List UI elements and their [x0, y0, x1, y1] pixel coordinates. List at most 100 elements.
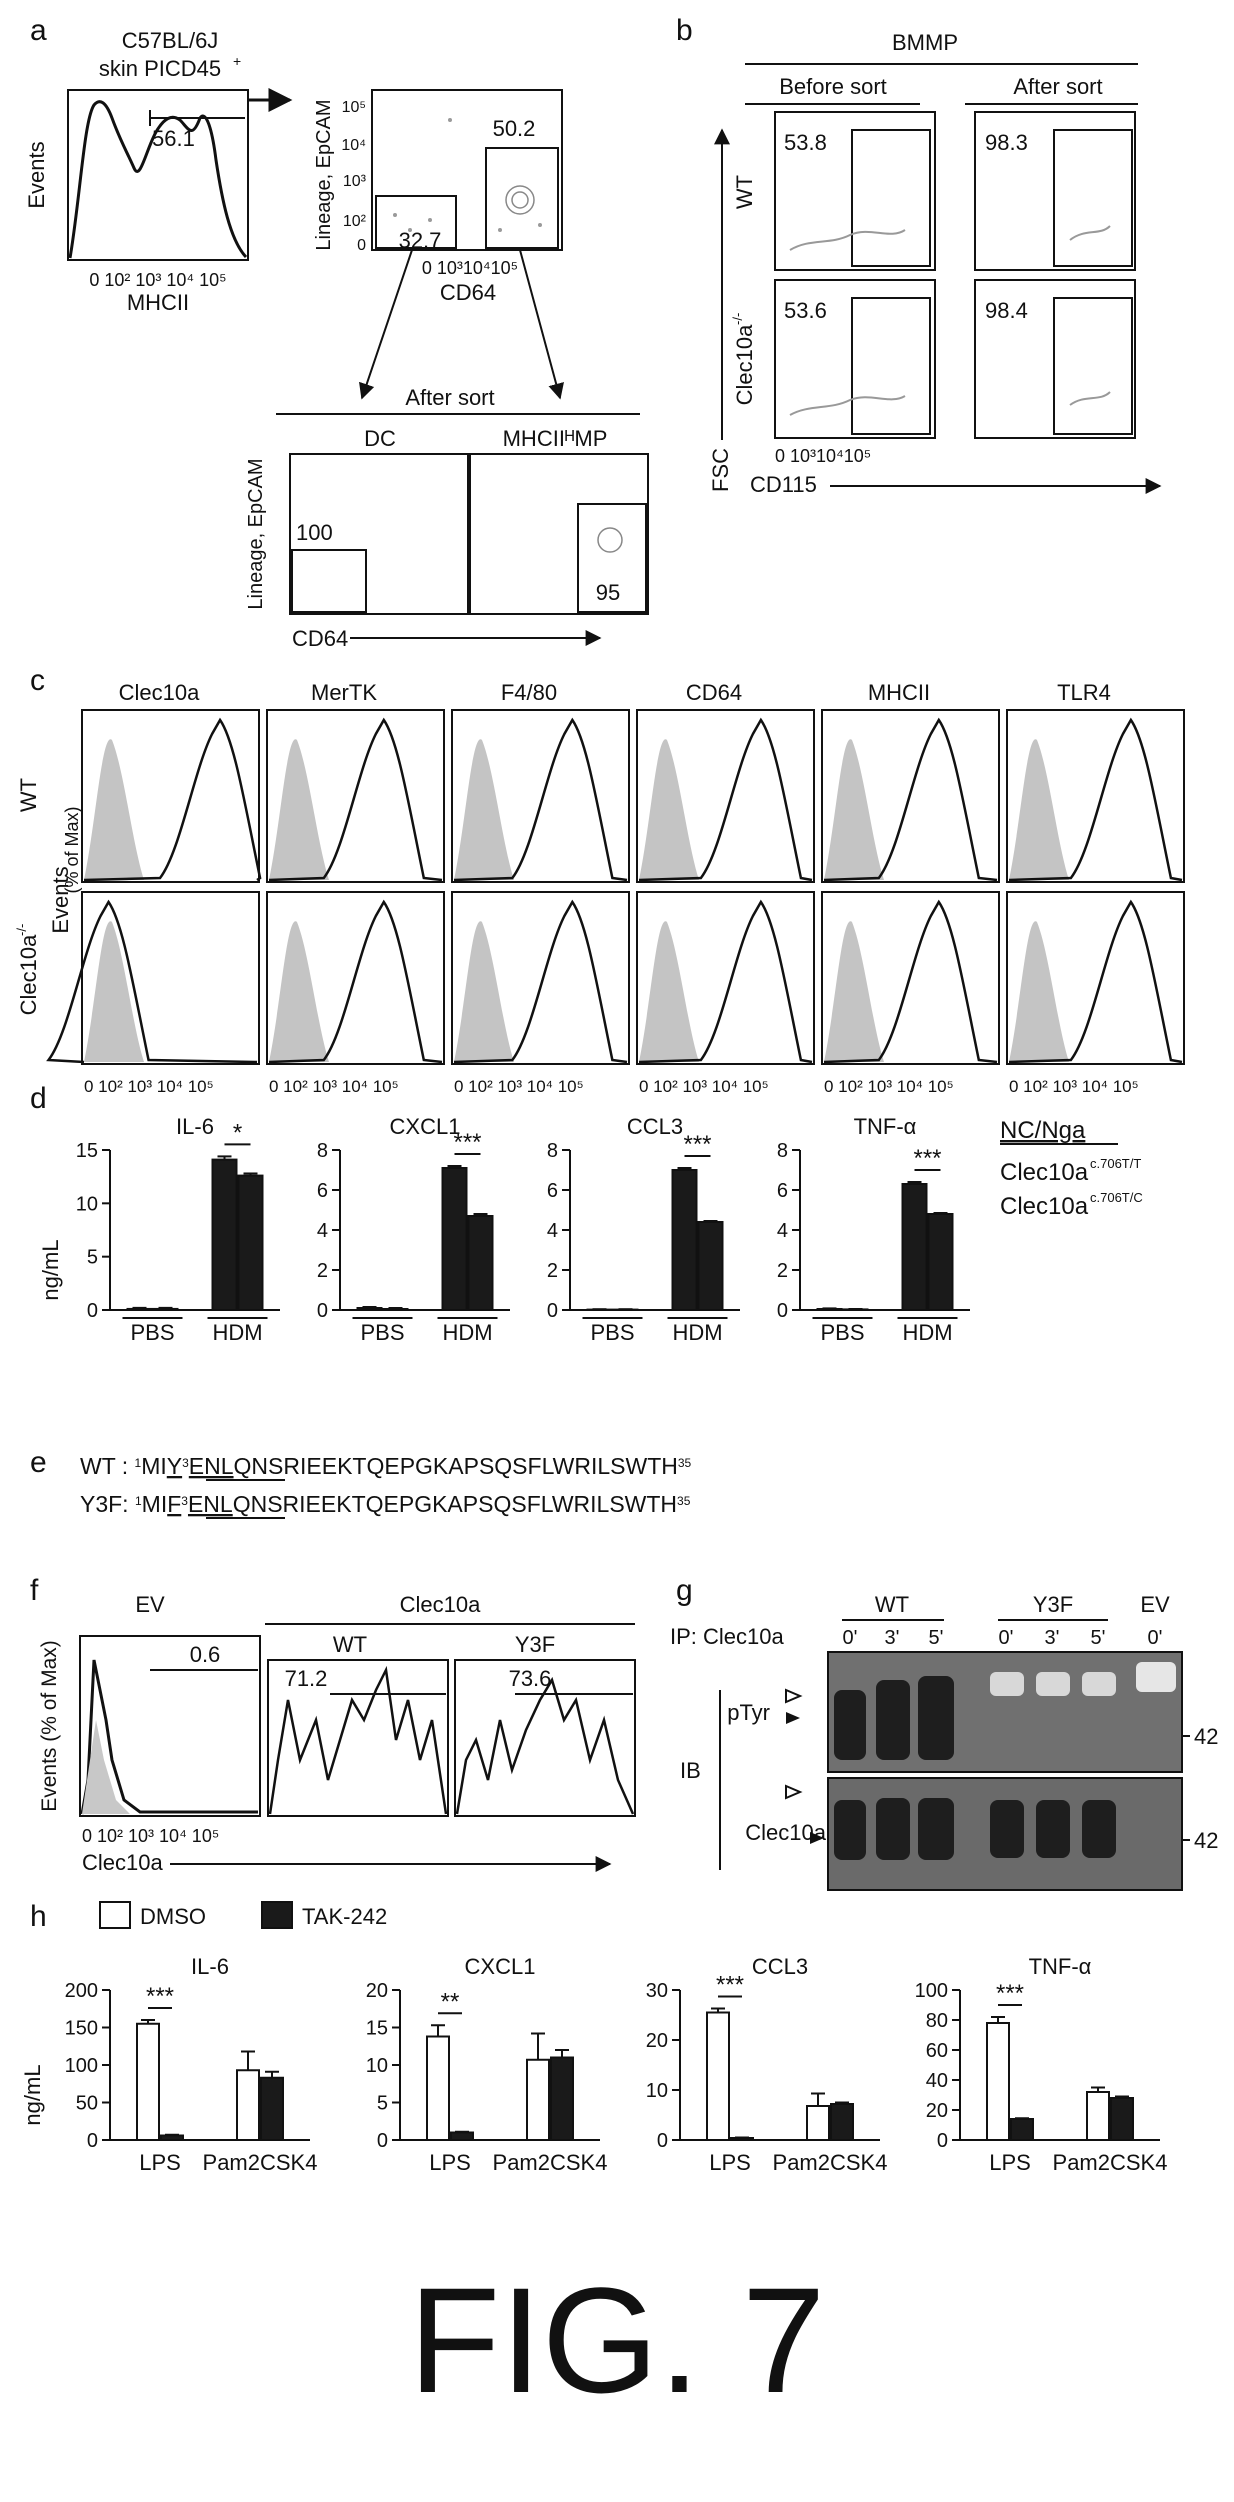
isotype-fill — [84, 739, 144, 880]
blot-band — [1082, 1672, 1116, 1696]
y-tick-label: 0 — [777, 1300, 788, 1322]
y-tick-label: 20 — [646, 2030, 668, 2052]
blot-band — [990, 1800, 1024, 1858]
panel-e-letter: e — [30, 1446, 47, 1479]
panel-a-gate-right — [485, 147, 559, 249]
y-tick-label: 5 — [87, 1247, 98, 1269]
bar — [927, 1213, 954, 1311]
panel-b-row-label-wt: WT — [732, 175, 757, 209]
y-tick-label: 8 — [547, 1140, 558, 1162]
panel-f-title-wt: WT — [333, 1632, 367, 1657]
panel-b-contour — [1069, 225, 1111, 241]
isotype-fill — [639, 739, 699, 880]
panel-a-sort-dc-gate — [291, 549, 367, 613]
panel-a-gate-left — [375, 195, 457, 249]
significance-label: *** — [913, 1145, 941, 1172]
panel-g-group: Y3F — [1033, 1592, 1073, 1617]
isotype-fill — [824, 739, 884, 880]
blot-band — [1136, 1662, 1176, 1692]
histogram-xticks: 0 10² 10³ 10⁴ 10⁵ — [454, 1077, 584, 1096]
panel-b-value: 53.6 — [784, 298, 827, 323]
dotplot-ytick: 10⁴ — [341, 137, 366, 154]
panel-g-open-arrowhead — [785, 1784, 803, 1800]
panel-g-time: 0' — [1148, 1627, 1163, 1649]
dotplot-ytick: 10⁵ — [342, 99, 366, 116]
panel-d-letter: d — [30, 1082, 47, 1115]
histogram-frame — [266, 891, 445, 1065]
panel-f-ylabel: Events (% of Max) — [38, 1640, 61, 1812]
isotype-fill — [84, 921, 144, 1062]
y-tick-label: 2 — [777, 1260, 788, 1282]
blot-band — [990, 1672, 1024, 1696]
panel-g-time: 0' — [999, 1627, 1014, 1649]
y-tick-label: 6 — [547, 1180, 558, 1202]
panel-b-plot — [774, 279, 936, 439]
panel-a-dotplot-ylabel: Lineage, EpCAM — [313, 99, 335, 250]
chart-title: CCL3 — [627, 1114, 683, 1139]
histogram-frame — [266, 709, 445, 883]
significance-label: *** — [996, 1980, 1024, 2007]
panel-f-title-ev: EV — [135, 1592, 165, 1617]
panel-a-arrow-dc — [359, 249, 413, 400]
dot-contour — [597, 527, 623, 553]
y-tick-label: 40 — [926, 2070, 948, 2092]
legend-swatch-tak242 — [261, 1901, 293, 1929]
seq-motif: F — [167, 1491, 181, 1517]
panel-a-hist-xticks: 0 10² 10³ 10⁴ 10⁵ — [89, 270, 226, 290]
bar — [806, 2105, 830, 2141]
isotype-fill — [1009, 921, 1069, 1062]
x-category-label: Pam2CSK4 — [773, 2150, 888, 2175]
bar — [1086, 2091, 1110, 2141]
seq-start: 1 — [135, 1456, 142, 1470]
x-category-label: LPS — [709, 2150, 751, 2175]
panel-f-value: 0.6 — [190, 1642, 221, 1667]
panel-a-dotplot-frame — [371, 89, 563, 251]
panel-f-y3f-curve — [455, 1676, 635, 1815]
y-tick-label: 10 — [76, 1193, 98, 1215]
panel-d: d ng/mL NC/Nga Clec10a c.706T/T Clec10a … — [30, 1082, 1143, 1345]
panel-b-value: 53.8 — [784, 130, 827, 155]
x-category-label: HDM — [672, 1320, 722, 1345]
panel-a-title-sup: + — [233, 53, 241, 69]
panel-b-gate — [1053, 129, 1133, 267]
panel-d-legend-entry: Clec10a — [1000, 1193, 1089, 1220]
panel-b-contour — [789, 229, 906, 251]
x-category-label: Pam2CSK4 — [1053, 2150, 1168, 2175]
x-category-label: Pam2CSK4 — [203, 2150, 318, 2175]
blot-band — [834, 1690, 866, 1760]
panel-g-blot-label: pTyr — [727, 1700, 770, 1725]
panel-g-group: EV — [1140, 1592, 1170, 1617]
panel-b-grid — [774, 111, 1136, 439]
seq-end: 35 — [677, 1494, 691, 1508]
bar — [136, 2022, 160, 2141]
histogram-curve — [1008, 899, 1183, 1064]
seq-end: 35 — [678, 1456, 692, 1470]
y-tick-label: 10 — [646, 2080, 668, 2102]
chart-title: IL-6 — [176, 1114, 214, 1139]
panel-b-row-label-ko-sup: -/- — [730, 313, 745, 325]
y-tick-label: 4 — [777, 1220, 788, 1242]
seq-a: MI — [142, 1491, 168, 1517]
y-tick-label: 50 — [76, 2093, 98, 2115]
bar — [697, 1221, 724, 1311]
y-tick-label: 150 — [65, 2018, 98, 2040]
isotype-fill — [269, 739, 329, 880]
panel-b-value: 98.3 — [985, 130, 1028, 155]
bar — [1110, 2097, 1134, 2141]
panel-g-bands — [834, 1662, 1176, 1860]
panel-c-row-label-wt: WT — [16, 778, 41, 812]
histogram-curve — [268, 899, 443, 1064]
legend-swatch-dmso — [99, 1901, 131, 1929]
panel-d-ylabel: ng/mL — [38, 1239, 63, 1300]
histogram-xticks: 0 10² 10³ 10⁴ 10⁵ — [269, 1077, 399, 1096]
panel-a-mp-value: 95 — [596, 580, 620, 605]
bar — [356, 1307, 383, 1311]
panel-c-marker: CD64 — [686, 680, 742, 705]
panel-a-sort-ylabel: Lineage, EpCAM — [245, 458, 267, 609]
y-tick-label: 8 — [777, 1140, 788, 1162]
blot-band — [876, 1680, 910, 1760]
panel-g-time: 0' — [843, 1627, 858, 1649]
panel-c-ylabel-line1: Events — [48, 866, 73, 933]
panel-g-time: 5' — [1091, 1627, 1106, 1649]
panel-c-row-label-ko-sup: -/- — [14, 924, 29, 936]
